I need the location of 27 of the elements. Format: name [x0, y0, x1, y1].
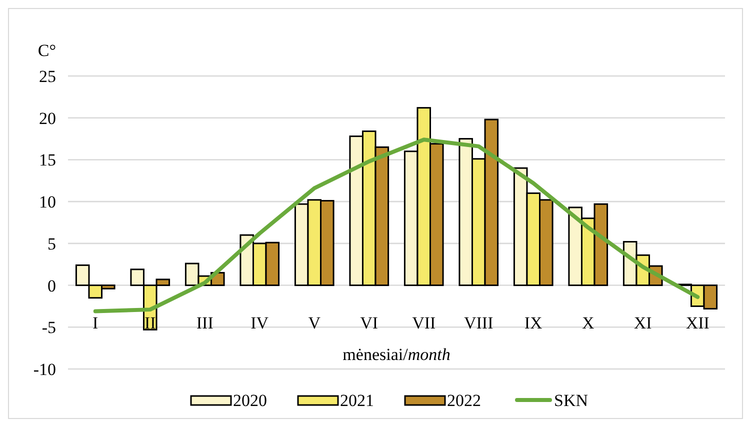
y-tick-label: 20 — [39, 108, 56, 128]
legend-label: 2021 — [340, 391, 374, 410]
y-tick-label: -10 — [33, 360, 56, 379]
y-tick-label: 15 — [39, 150, 56, 170]
legend-label: SKN — [554, 391, 588, 410]
x-tick-label: X — [582, 313, 594, 332]
y-tick-label: 25 — [39, 67, 56, 86]
x-tick-label: XI — [634, 313, 652, 332]
x-tick-label: VII — [412, 313, 436, 332]
y-tick-label: 5 — [48, 234, 56, 254]
x-tick-label: V — [308, 313, 322, 332]
y-axis-title: C° — [38, 41, 56, 60]
x-tick-label: III — [196, 313, 214, 332]
x-tick-label: XII — [686, 313, 710, 332]
x-tick-label: VIII — [464, 313, 494, 332]
y-tick-label: 0 — [48, 276, 56, 296]
x-axis-title: mėnesiai/month — [342, 345, 450, 364]
y-tick-label: 10 — [39, 192, 56, 212]
x-tick-label: II — [144, 313, 156, 332]
x-tick-label: VI — [360, 313, 378, 332]
x-tick-label: IV — [250, 313, 270, 332]
y-tick-label: -5 — [42, 318, 56, 338]
line-series — [93, 138, 700, 314]
legend-label: 2022 — [447, 391, 481, 410]
x-tick-label: IX — [524, 313, 542, 332]
legend-label: 2020 — [233, 391, 267, 410]
x-tick-label: I — [92, 313, 99, 332]
